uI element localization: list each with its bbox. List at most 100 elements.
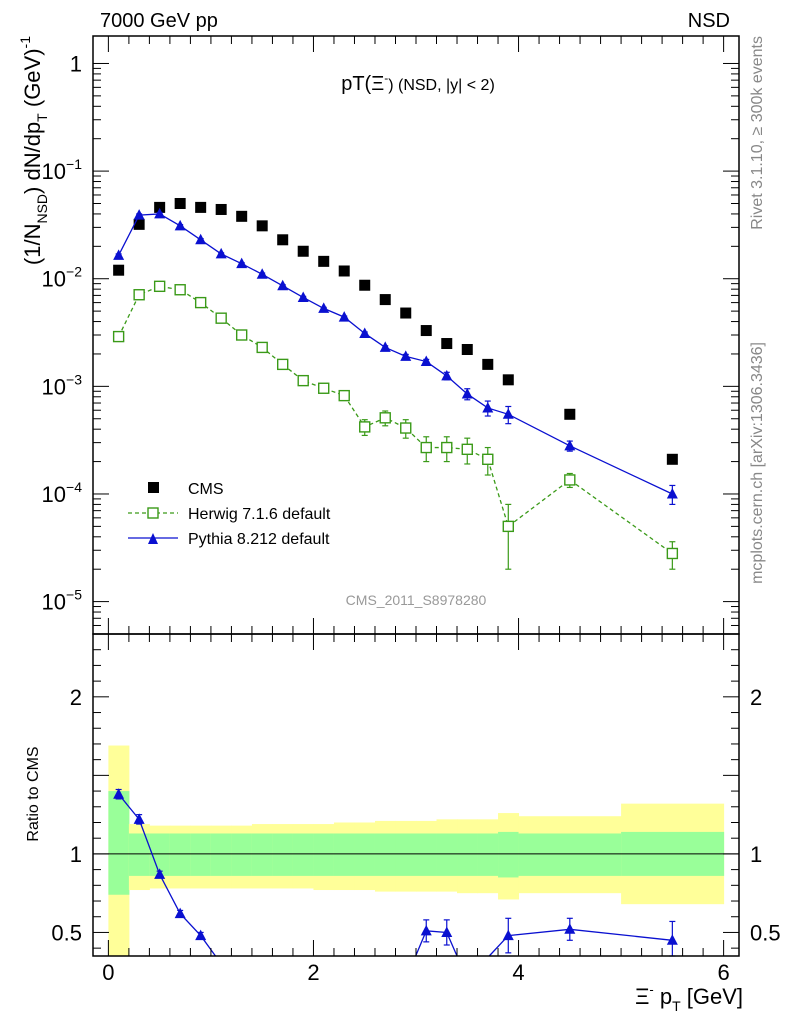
main-y-tick-base: 10: [42, 374, 66, 399]
ratio-series-layer: [113, 788, 678, 957]
main-y-tick-exp: −5: [66, 587, 82, 603]
ratio-pythia-point: [113, 788, 125, 799]
ratio-y-tick-label-left: 0.5: [51, 920, 82, 945]
ratio-band-inner: [128, 833, 150, 876]
ratio-bands: [108, 745, 725, 956]
ratio-band-inner: [231, 833, 253, 876]
main-ylabel: (1/NNSD) dN/dpT (GeV)-1: [17, 36, 50, 265]
herwig-point: [359, 421, 371, 433]
ratio-pythia-point: [133, 813, 145, 824]
main-y-tick-base: 10: [42, 590, 66, 615]
ratio-band-inner: [108, 791, 130, 895]
pythia-point: [379, 341, 391, 352]
legend-marker-cms: [148, 482, 159, 493]
cms-point: [113, 264, 125, 276]
pythia-point: [482, 401, 494, 413]
pythia-point: [133, 209, 145, 220]
legend-entry-pythia: Pythia 8.212 default: [128, 531, 330, 548]
cms-point: [174, 197, 186, 209]
pythia-line: [118, 213, 673, 495]
herwig-point: [318, 382, 330, 394]
pythia-point: [113, 249, 125, 260]
ratio-ticks: 0.5 0.5 1 1 2 2 0 2 4 6: [51, 633, 781, 985]
main-y-tick-exp: −1: [66, 156, 82, 172]
herwig-point: [174, 284, 186, 296]
ratio-frame: [92, 633, 740, 957]
ratio-y-tick-label-right: 1: [750, 842, 762, 867]
pythia-point: [154, 207, 166, 219]
header-right: NSD: [688, 10, 730, 32]
cms-point: [215, 203, 227, 215]
pythia-point: [338, 311, 350, 322]
herwig-point: [194, 296, 207, 309]
cms-point: [338, 265, 350, 277]
cms-point: [564, 408, 576, 420]
legend-label-herwig: Herwig 7.1.6 default: [188, 506, 331, 523]
rivet-label: Rivet 3.1.10, ≥ 300k events: [749, 36, 766, 230]
herwig-point: [482, 453, 494, 465]
ratio-y-tick-label-left: 1: [70, 842, 82, 867]
main-title-sup: -: [384, 71, 388, 85]
ratio-pythia-point: [195, 929, 207, 941]
legend-entry-herwig: Herwig 7.1.6 default: [128, 506, 331, 523]
herwig-point: [256, 341, 268, 354]
series-cms: [113, 197, 678, 465]
cms-point: [318, 255, 330, 267]
ratio-band-inner: [477, 833, 499, 876]
cms-point: [482, 358, 494, 370]
cms-point: [277, 234, 289, 246]
mcplots-label: mcplots.cern.ch [arXiv:1306.3436]: [749, 342, 766, 584]
herwig-point: [666, 547, 679, 560]
ratio-band-inner: [374, 833, 396, 876]
herwig-point: [215, 312, 227, 324]
cms-point: [359, 279, 371, 291]
xlabel-part-3: [GeV]: [681, 984, 743, 1009]
ratio-band-inner: [333, 833, 355, 876]
ratio-line: [488, 928, 673, 957]
ylabel-part-2: ) dN/dp: [20, 122, 45, 194]
herwig-point: [276, 358, 289, 371]
cms-point: [379, 294, 391, 306]
pythia-point: [297, 291, 309, 302]
ylabel-part-3: (GeV): [20, 48, 45, 113]
ratio-pythia-point: [564, 923, 576, 934]
main-title-main: pT(Ξ: [341, 73, 384, 95]
ratio-xlabel: Ξ- pT [GeV]: [635, 982, 743, 1014]
ratio-pythia-point: [666, 934, 678, 945]
main-title: pT(Ξ-) (NSD, |y| < 2): [341, 71, 495, 95]
x-tick-label: 0: [102, 960, 114, 985]
pythia-point: [236, 257, 248, 269]
cms-point: [441, 338, 453, 350]
ratio-band-inner: [457, 833, 479, 876]
ratio-band-inner: [313, 833, 335, 876]
main-y-tick-exp: −2: [66, 264, 82, 280]
xlabel-sub: T: [672, 998, 681, 1014]
ratio-y-tick-label-right: 2: [750, 685, 762, 710]
main-y-tick-label: 10−2: [42, 264, 83, 292]
cms-point: [461, 343, 473, 355]
cms-point: [133, 218, 145, 230]
ratio-pythia-point: [441, 926, 453, 937]
xlabel-part-2: p: [654, 984, 672, 1009]
legend-marker-herwig: [147, 507, 159, 519]
ylabel-sub-1: NSD: [34, 194, 50, 224]
herwig-point: [297, 374, 309, 387]
main-y-tick-label: 10−4: [42, 479, 83, 507]
legend-label-pythia: Pythia 8.212 default: [188, 531, 330, 548]
ratio-band-inner: [416, 833, 438, 876]
cms-point: [256, 220, 268, 232]
ratio-band-inner: [395, 833, 417, 876]
herwig-point: [338, 389, 350, 402]
ratio-band-inner: [210, 833, 232, 876]
series-pythia: [113, 207, 678, 506]
legend-marker-pythia: [148, 533, 158, 544]
analysis-id: CMS_2011_S8978280: [346, 592, 487, 608]
pythia-point: [502, 408, 514, 419]
x-tick-label: 4: [512, 960, 524, 985]
herwig-point: [133, 289, 145, 301]
ratio-pythia-point: [154, 868, 166, 879]
cms-point: [400, 307, 412, 319]
ratio-band-inner: [149, 833, 171, 876]
ratio-band-inner: [292, 833, 314, 876]
main-title-rest: ) (NSD, |y| < 2): [388, 77, 495, 94]
